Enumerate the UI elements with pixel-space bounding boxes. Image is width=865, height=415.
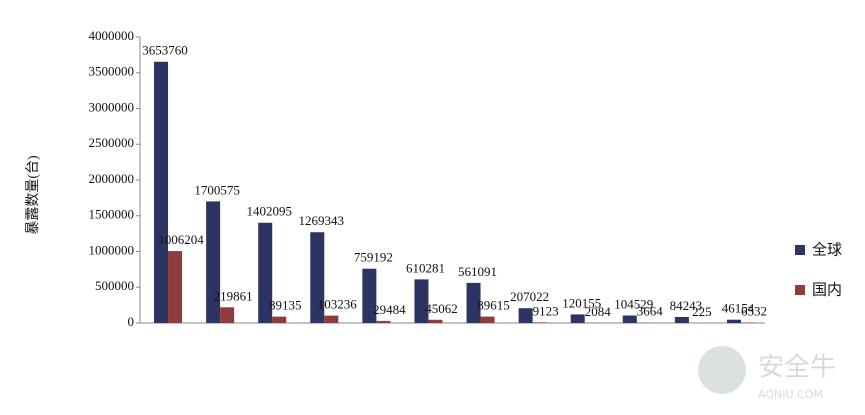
bar <box>518 308 533 323</box>
data-label: 89615 <box>477 298 510 313</box>
y-tick-label: 2000000 <box>89 171 135 186</box>
data-label: 225 <box>692 304 712 319</box>
data-label: 29484 <box>373 302 406 317</box>
watermark-icon <box>698 346 746 394</box>
data-label: 89135 <box>269 298 302 313</box>
data-label: 561091 <box>458 264 497 279</box>
bar <box>310 232 325 323</box>
data-label: 1700575 <box>194 182 240 197</box>
bar <box>220 307 235 323</box>
legend-swatch <box>795 245 805 255</box>
bar <box>570 314 585 323</box>
bar <box>154 61 169 323</box>
y-tick-label: 4000000 <box>89 28 135 43</box>
bar <box>362 268 377 323</box>
legend-swatch <box>795 285 805 295</box>
y-tick-label: 0 <box>128 314 135 329</box>
data-label: 2084 <box>585 304 612 319</box>
bar <box>206 201 221 323</box>
watermark: 安全牛 AQNIU.COM <box>698 346 836 401</box>
bar <box>376 320 391 323</box>
data-label: 610281 <box>406 260 445 275</box>
legend-label: 国内 <box>812 281 842 299</box>
y-tick-label: 1000000 <box>89 242 135 257</box>
data-label: 103236 <box>318 297 358 312</box>
data-label: 1269343 <box>299 213 345 228</box>
bar <box>258 222 273 323</box>
data-label: 207022 <box>510 289 549 304</box>
y-tick-label: 1500000 <box>89 207 135 222</box>
y-tick-label: 500000 <box>95 278 134 293</box>
bar <box>532 322 547 323</box>
y-axis-label: 暴露数量(台) <box>25 155 41 235</box>
data-label: 219861 <box>214 288 253 303</box>
data-label: 1402095 <box>246 204 292 219</box>
watermark-site: AQNIU.COM <box>758 388 823 401</box>
y-tick-label: 2500000 <box>89 135 135 150</box>
legend-label: 全球 <box>812 241 842 259</box>
bar <box>622 315 637 323</box>
data-label: 45062 <box>425 301 458 316</box>
data-label: 120155 <box>562 295 601 310</box>
bar <box>428 319 443 323</box>
data-label: 6532 <box>741 304 767 319</box>
data-label: 9123 <box>533 303 559 318</box>
data-label: 46154 <box>722 301 755 316</box>
data-label: 3664 <box>637 304 664 319</box>
bar <box>726 319 741 323</box>
data-label: 1006204 <box>158 232 204 247</box>
bar <box>414 279 429 323</box>
bar <box>466 282 481 323</box>
bar <box>272 316 287 323</box>
bar <box>674 316 689 323</box>
y-tick-label: 3500000 <box>89 64 135 79</box>
data-label: 759192 <box>354 250 393 265</box>
bar <box>480 316 495 323</box>
bar <box>168 251 183 323</box>
bar <box>324 315 339 323</box>
watermark-text: 安全牛 <box>758 353 836 383</box>
data-label: 104529 <box>614 297 653 312</box>
y-tick-label: 3000000 <box>89 99 135 114</box>
data-label: 3653760 <box>142 43 188 58</box>
data-label: 84243 <box>670 298 703 313</box>
